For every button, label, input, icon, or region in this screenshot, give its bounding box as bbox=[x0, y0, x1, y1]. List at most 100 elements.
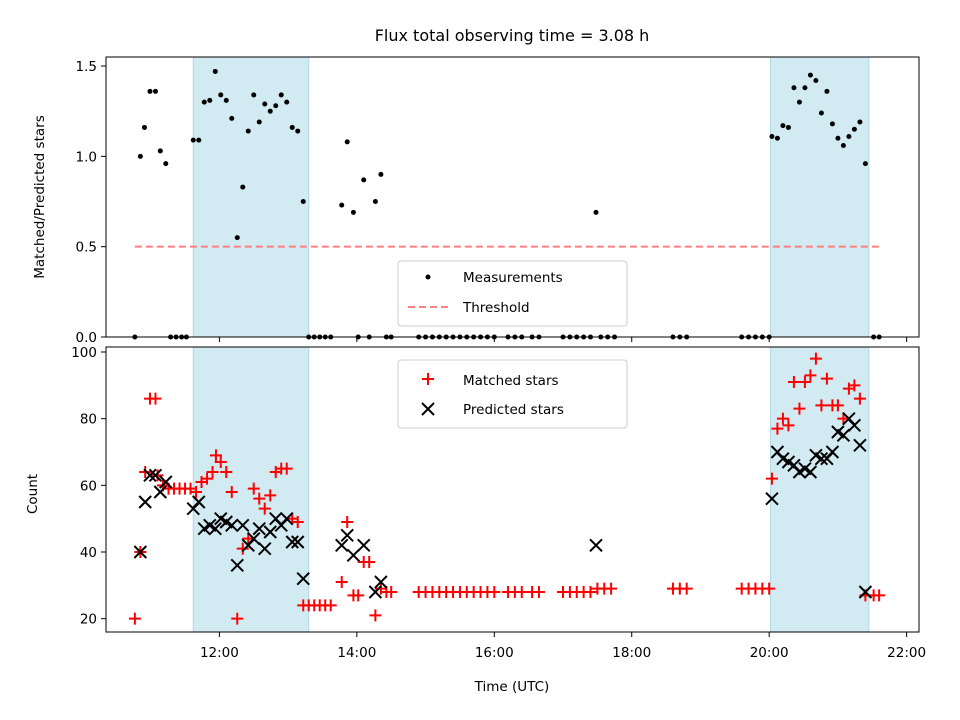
matched-star-marker bbox=[220, 466, 233, 478]
predicted-star-marker bbox=[803, 465, 818, 479]
matched-star-marker bbox=[605, 582, 618, 595]
predicted-star-marker bbox=[143, 468, 157, 483]
ratio-panel: 0.0 0.5 1.0 1.5 Flux total observing time =… bbox=[32, 26, 920, 346]
matched-star-marker bbox=[873, 589, 886, 602]
matched-star-marker bbox=[848, 379, 861, 392]
measurement-point bbox=[807, 72, 813, 78]
measurement-point bbox=[361, 177, 367, 183]
measurement-point bbox=[829, 121, 835, 127]
predicted-star-marker bbox=[133, 545, 148, 559]
measurement-point bbox=[593, 209, 599, 215]
matched-star-marker bbox=[341, 516, 354, 528]
predicted-star-marker bbox=[335, 538, 349, 553]
measurement-point bbox=[785, 124, 791, 130]
predicted-star-marker bbox=[346, 548, 361, 563]
matched-star-marker bbox=[264, 489, 277, 502]
measurement-point bbox=[157, 148, 163, 154]
matched-star-marker bbox=[190, 486, 203, 498]
x-tick-label: 12:00 bbox=[200, 645, 239, 661]
matched-star-marker bbox=[151, 469, 164, 482]
measurement-point bbox=[245, 128, 251, 134]
matched-star-marker bbox=[837, 412, 850, 425]
predicted-star-marker bbox=[138, 495, 152, 509]
measurement-point bbox=[147, 88, 153, 94]
predicted-star-marker bbox=[247, 531, 261, 546]
measurement-point bbox=[267, 108, 273, 114]
predicted-star-marker bbox=[858, 585, 873, 599]
predicted-star-marker bbox=[252, 521, 266, 536]
matched-star-marker bbox=[291, 516, 304, 528]
matched-star-marker bbox=[853, 392, 866, 405]
count-y-tick-label: 60 bbox=[80, 478, 97, 494]
predicted-star-marker bbox=[357, 538, 371, 553]
matched-star-marker bbox=[214, 456, 227, 468]
measurement-point bbox=[300, 199, 306, 205]
measurement-point bbox=[824, 88, 830, 94]
measurement-point bbox=[251, 92, 257, 98]
ratio-y-tick-label: 0.5 bbox=[76, 240, 97, 256]
measurement-point bbox=[372, 199, 378, 205]
predicted-star-marker bbox=[368, 585, 383, 599]
measurement-point bbox=[262, 101, 268, 107]
measurement-point bbox=[152, 88, 158, 94]
measurement-point bbox=[344, 139, 350, 145]
observing-window-top-1 bbox=[770, 56, 870, 338]
matched-star-marker bbox=[515, 586, 528, 598]
matched-star-marker bbox=[128, 612, 141, 625]
matched-star-marker bbox=[258, 502, 271, 515]
predicted-star-marker bbox=[285, 535, 299, 549]
predicted-star-marker bbox=[814, 451, 829, 466]
measurement-point bbox=[780, 123, 786, 129]
matched-star-marker bbox=[804, 369, 817, 382]
matched-star-marker bbox=[820, 372, 833, 385]
matched-star-marker bbox=[253, 492, 266, 505]
matched-star-marker bbox=[809, 352, 822, 365]
matched-star-marker bbox=[225, 486, 238, 498]
ratio-legend: Measurements Threshold bbox=[397, 260, 628, 327]
measurement-point bbox=[774, 135, 780, 141]
measurement-point bbox=[796, 99, 802, 105]
predicted-star-marker bbox=[340, 528, 354, 543]
ratio-y-axis-label: Matched/Predicted stars bbox=[32, 115, 48, 278]
measurement-point bbox=[234, 235, 240, 241]
count-panel: 20 40 60 80 100 12:00 14:00 16:00 18:00 20:00 22:… bbox=[25, 345, 926, 695]
predicted-star-marker bbox=[236, 518, 250, 533]
measurement-point bbox=[840, 143, 846, 149]
measurement-point bbox=[190, 137, 196, 143]
matched-star-marker bbox=[242, 532, 255, 545]
predicted-star-marker bbox=[208, 521, 222, 536]
predicted-star-marker bbox=[230, 558, 244, 573]
count-y-tick-label: 100 bbox=[71, 345, 97, 361]
matched-star-marker bbox=[236, 542, 249, 555]
ratio-panel-frame bbox=[105, 56, 920, 338]
predicted-star-marker bbox=[263, 525, 277, 539]
x-axis-label: Time (UTC) bbox=[474, 679, 550, 695]
measurement-point bbox=[862, 161, 868, 167]
predicted-star-marker bbox=[765, 491, 779, 506]
matched-star-marker bbox=[488, 586, 501, 598]
predicted-star-marker bbox=[258, 541, 272, 556]
matched-star-marker bbox=[201, 472, 214, 485]
matched-star-marker bbox=[352, 589, 365, 602]
ratio-y-tick-label: 1.5 bbox=[76, 59, 97, 75]
observing-window-top-0 bbox=[192, 56, 310, 338]
predicted-star-marker bbox=[159, 475, 173, 489]
count-y-tick-label: 80 bbox=[80, 412, 97, 428]
predicted-star-marker bbox=[280, 511, 294, 526]
predicted-star-marker bbox=[374, 575, 388, 589]
legend-label-matched: Matched stars bbox=[463, 373, 559, 389]
matched-star-marker bbox=[815, 399, 828, 412]
measurement-point bbox=[273, 103, 279, 109]
measurement-point bbox=[218, 92, 224, 98]
measurement-point bbox=[141, 124, 147, 130]
legend-marker-matched bbox=[422, 373, 434, 385]
predicted-star-marker bbox=[589, 538, 603, 553]
count-panel-frame bbox=[105, 346, 920, 633]
measurement-point bbox=[289, 124, 295, 130]
predicted-star-marker bbox=[291, 535, 305, 549]
matched-star-marker bbox=[231, 612, 244, 625]
matched-star-marker bbox=[139, 466, 152, 478]
x-tick-label: 22:00 bbox=[887, 645, 926, 661]
predicted-star-marker bbox=[847, 418, 862, 433]
legend-label-predicted: Predicted stars bbox=[463, 402, 564, 418]
